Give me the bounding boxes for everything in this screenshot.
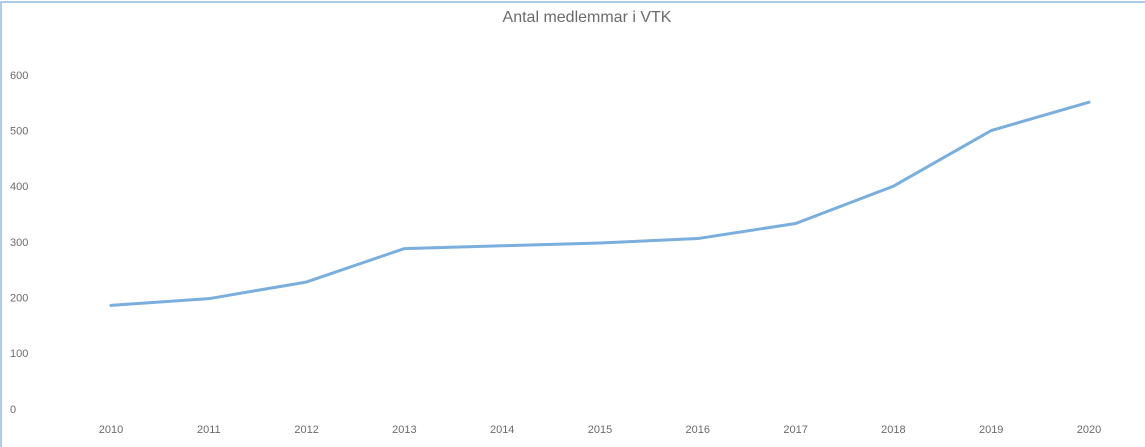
x-tick-label: 2018 <box>881 424 905 436</box>
line-series <box>109 100 1091 307</box>
y-tick-label: 100 <box>10 348 28 360</box>
x-tick-label: 2016 <box>686 424 710 436</box>
y-tick-label: 600 <box>10 70 28 82</box>
x-tick-label: 2017 <box>783 424 807 436</box>
x-tick-label: 2012 <box>294 424 318 436</box>
y-tick-label: 0 <box>10 404 16 416</box>
y-tick-label: 500 <box>10 126 28 138</box>
y-tick-label: 200 <box>10 293 28 305</box>
chart-title: Antal medlemmar i VTK <box>503 9 672 26</box>
x-tick-label: 2019 <box>979 424 1003 436</box>
y-tick-label: 300 <box>10 237 28 249</box>
x-tick-label: 2011 <box>197 424 221 436</box>
x-tick-label: 2014 <box>490 424 514 436</box>
x-tick-label: 2015 <box>588 424 612 436</box>
y-tick-label: 400 <box>10 181 28 193</box>
x-tick-label: 2013 <box>392 424 416 436</box>
x-tick-label: 2020 <box>1077 424 1101 436</box>
x-tick-label: 2010 <box>99 424 123 436</box>
